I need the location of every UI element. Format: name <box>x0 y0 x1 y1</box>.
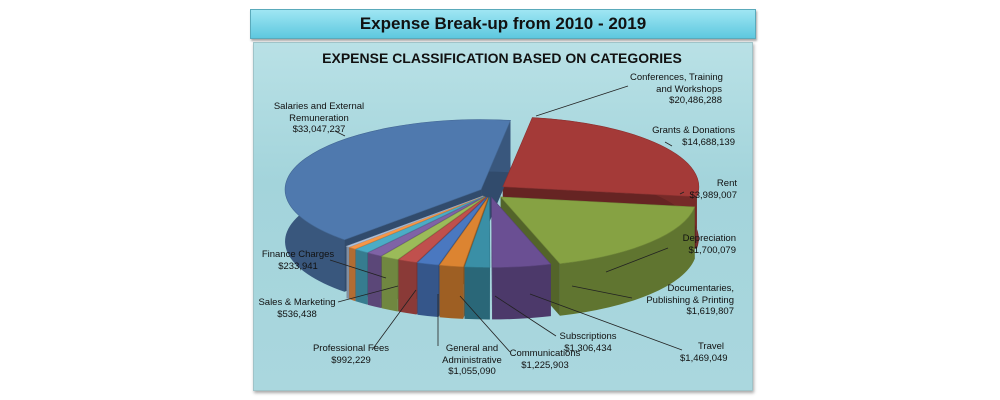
label-text: General and <box>445 343 499 354</box>
chart-title: EXPENSE CLASSIFICATION BASED ON CATEGORI… <box>322 50 682 66</box>
label-value: $3,989,007 <box>689 189 737 201</box>
label-finance-charges: Finance Charges $233,941 <box>258 249 338 272</box>
leader-line-sales-marketing <box>337 285 399 303</box>
label-value: $536,438 <box>277 308 317 320</box>
slice-subscriptions <box>397 196 487 263</box>
label-depreciation: Depreciation $1,700,079 <box>662 233 736 256</box>
label-text: Sales & Marketing <box>258 297 336 308</box>
label-text: Salaries and External <box>273 101 365 112</box>
label-conferences-training-and-workshops: Conferences, Training and Workshops $20,48… <box>630 72 723 107</box>
label-text: Depreciation <box>682 233 736 244</box>
slice-finance-charges <box>345 195 484 248</box>
label-text: Subscriptions <box>559 331 617 342</box>
label-text: Communications <box>509 348 581 359</box>
label-value: $233,941 <box>278 260 318 272</box>
label-professional-fees: Professional Fees $992,229 <box>305 343 397 366</box>
label-text: Grants & Donations <box>652 125 735 136</box>
label-text: Finance Charges <box>261 249 335 260</box>
label-text: Administrative <box>442 354 502 366</box>
leader-line-professional-fees <box>371 289 417 351</box>
label-value: $992,229 <box>331 354 371 366</box>
label-communications: Communications $1,225,903 <box>505 348 585 371</box>
leader-line-documentaries-publishing-printing <box>571 285 633 299</box>
leader-line-depreciation <box>605 247 669 273</box>
label-value: $33,047,237 <box>292 124 346 135</box>
leader-line-grants-donations <box>664 141 673 147</box>
leader-line-salaries-and-external-remuneration <box>334 130 346 137</box>
leader-line-finance-charges <box>329 259 387 279</box>
slice-salaries-and-external-remuneration <box>284 119 511 241</box>
label-value: $1,306,434 <box>564 342 612 354</box>
slice-conferences-training-and-workshops <box>502 117 700 198</box>
chart-banner-title: Expense Break-up from 2010 - 2019 <box>250 9 756 39</box>
leader-line-rent <box>679 191 685 195</box>
leader-line-subscriptions <box>494 295 557 337</box>
label-text: and Workshops <box>656 83 722 95</box>
slice-depreciation <box>464 197 491 268</box>
label-travel: Travel $1,469,049 <box>680 341 728 364</box>
leader-line-communications <box>459 295 511 353</box>
slice-general-and-administrative <box>367 196 485 257</box>
slice-travel <box>416 197 488 266</box>
label-text: Rent <box>716 178 737 189</box>
label-value: $1,469,049 <box>680 352 728 364</box>
label-value: $1,055,090 <box>448 366 496 377</box>
label-value: $20,486,288 <box>669 95 722 106</box>
label-text: Conferences, Training <box>630 72 723 83</box>
label-grants-donations: Grants & Donations $14,688,139 <box>640 125 735 148</box>
label-text: Documentaries, <box>667 283 734 294</box>
slice-rent <box>491 196 552 268</box>
label-text: Remuneration <box>289 112 349 124</box>
label-documentaries-publishing-printing: Documentaries, Publishing & Printing $1,61… <box>630 283 734 318</box>
slice-professional-fees <box>354 196 484 253</box>
label-rent: Rent $3,989,007 <box>683 178 737 201</box>
label-text: Travel <box>697 341 724 352</box>
label-value: $1,700,079 <box>688 244 736 256</box>
slice-grants-donations <box>499 196 696 265</box>
label-value: $14,688,139 <box>682 136 735 148</box>
leader-line-conferences-training-and-workshops <box>535 85 629 117</box>
label-text: Publishing & Printing <box>646 294 734 306</box>
slice-documentaries-publishing-printing <box>438 197 489 268</box>
label-value: $1,225,903 <box>521 359 569 371</box>
label-subscriptions: Subscriptions $1,306,434 <box>548 331 628 354</box>
slice-communications <box>380 196 486 260</box>
label-sales-marketing: Sales & Marketing $536,438 <box>255 297 339 320</box>
label-general-and-administrative: General and Administrative $1,055,090 <box>440 343 504 378</box>
label-salaries-and-external-remuneration: Salaries and External Remuneration $33,047… <box>258 101 380 136</box>
label-value: $1,619,807 <box>686 306 734 317</box>
label-text: Professional Fees <box>312 343 390 354</box>
leader-line-travel <box>529 293 683 351</box>
